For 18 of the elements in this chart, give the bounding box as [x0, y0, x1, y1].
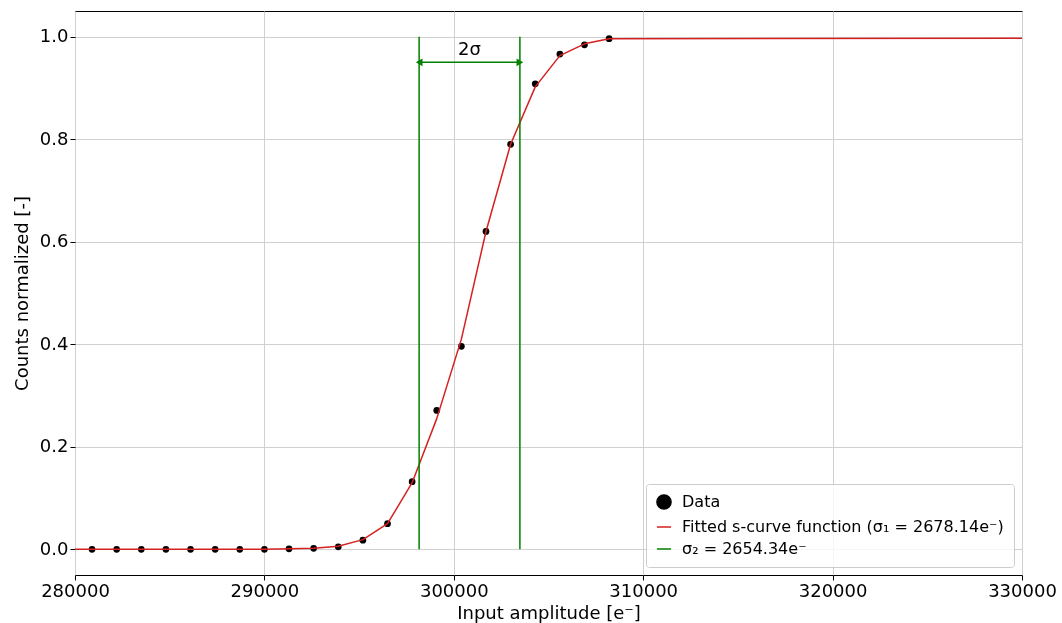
x-tick-label: 330000 — [988, 579, 1057, 601]
x-tick-label: 310000 — [609, 579, 679, 601]
y-tick-label: 0.2 — [39, 435, 69, 457]
annotation: 2σ — [458, 38, 481, 60]
x-tick-label: 290000 — [230, 579, 300, 601]
y-tick-label: 0.8 — [39, 127, 69, 149]
x-tick-label: 300000 — [419, 579, 489, 601]
legend-label: σ₂ = 2654.34e⁻ — [682, 539, 807, 558]
y-tick-label: 1.0 — [39, 25, 69, 47]
y-tick-label: 0.4 — [39, 332, 69, 354]
legend-label: Fitted s-curve function (σ₁ = 2678.14e⁻) — [682, 517, 1004, 536]
y-axis-title: Counts normalized [-] — [10, 196, 32, 391]
x-axis-title: Input amplitude [e⁻] — [457, 601, 641, 623]
y-tick-label: 0.6 — [39, 230, 69, 252]
x-tick-label: 280000 — [41, 579, 110, 601]
y-tick-label: 0.0 — [39, 537, 69, 559]
legend-label: Data — [682, 492, 721, 511]
x-tick-label: 320000 — [798, 579, 868, 601]
